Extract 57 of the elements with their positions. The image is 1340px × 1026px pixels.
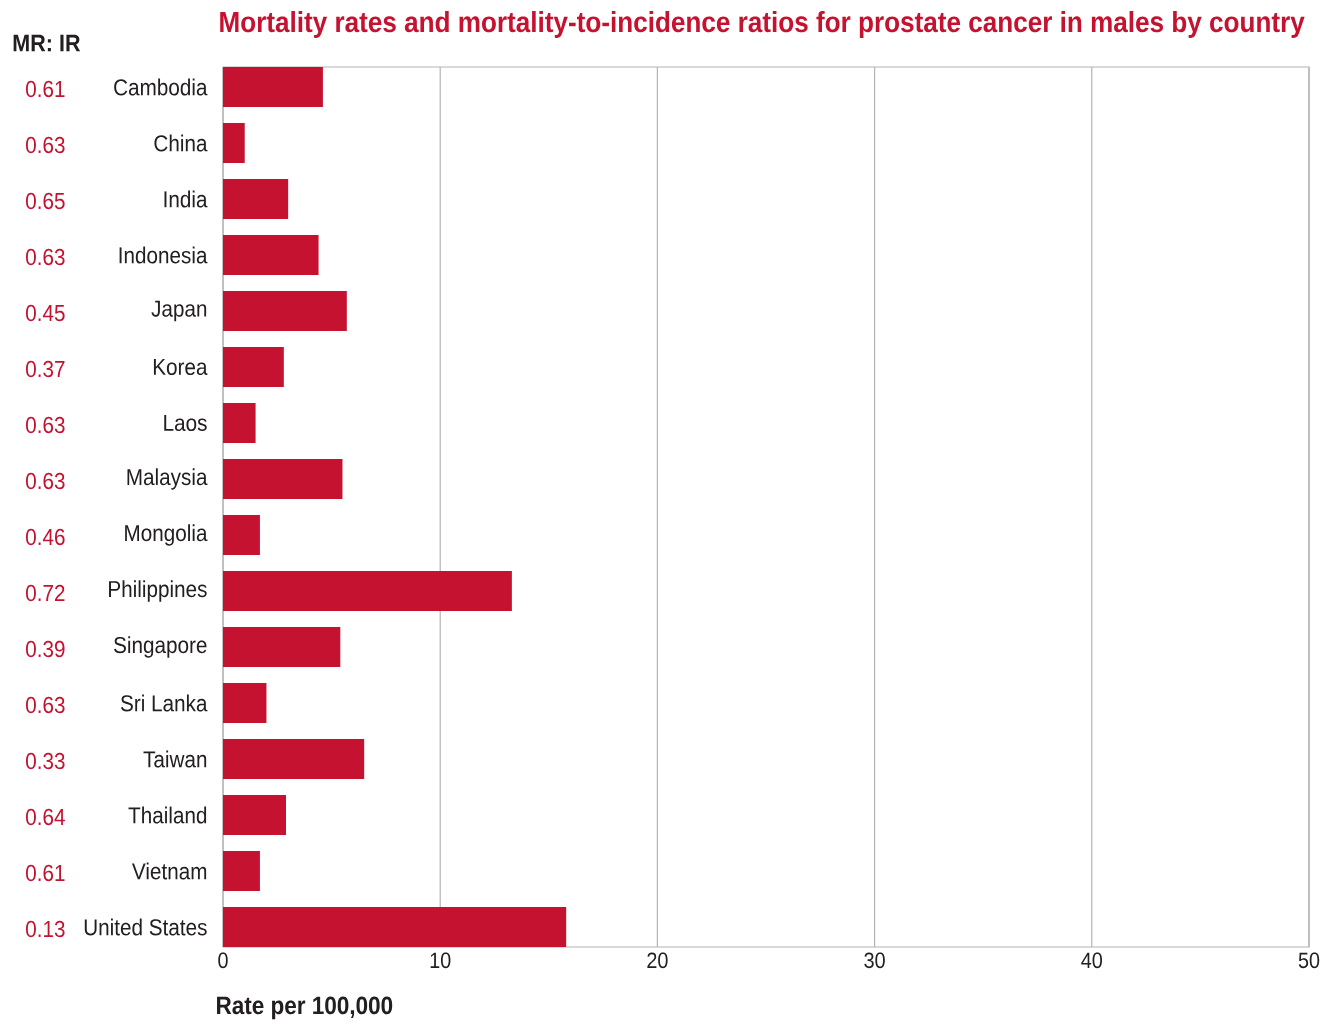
text: 0.13 bbox=[26, 920, 65, 938]
text: 0.33 bbox=[26, 752, 65, 770]
text: 0.63 bbox=[26, 136, 65, 154]
bar bbox=[223, 123, 245, 163]
x-tick-label: 10 bbox=[430, 952, 451, 969]
y-tick-label: Thailand bbox=[128, 806, 207, 824]
text: 0.63 bbox=[26, 416, 65, 434]
y-tick-label: Laos bbox=[164, 414, 207, 432]
y-tick-label: China bbox=[154, 134, 208, 152]
text: 0.37 bbox=[26, 360, 65, 378]
chart-title: Mortality rates and mortality-to-incidence ratios for prostate cancer in males by country bbox=[220, 10, 1305, 39]
x-tick-label: 30 bbox=[864, 952, 885, 969]
bar bbox=[223, 571, 512, 612]
text: 0.61 bbox=[26, 864, 65, 882]
bar bbox=[223, 403, 256, 444]
text: MR: IR bbox=[13, 34, 81, 52]
y-tick-label: Mongolia bbox=[125, 524, 208, 546]
bar bbox=[223, 67, 323, 107]
bar bbox=[223, 347, 284, 388]
y-tick-label: Philippines bbox=[109, 580, 207, 602]
text: 0.64 bbox=[26, 808, 65, 826]
bar bbox=[223, 515, 260, 556]
bar bbox=[223, 179, 289, 220]
x-tick-label: 20 bbox=[647, 952, 668, 969]
text: 0.63 bbox=[26, 472, 65, 490]
y-tick-label: Cambodia bbox=[114, 78, 208, 96]
bar bbox=[223, 627, 341, 668]
bar bbox=[223, 235, 319, 275]
text: 0.61 bbox=[26, 80, 65, 98]
text: 0.39 bbox=[26, 640, 65, 658]
bar bbox=[223, 795, 286, 836]
text: 0.63 bbox=[26, 696, 65, 714]
y-tick-label: Vietnam bbox=[132, 862, 207, 880]
text: 0.46 bbox=[26, 528, 65, 546]
y-tick-label: Taiwan bbox=[143, 750, 207, 768]
y-tick-label: Singapore bbox=[114, 636, 207, 658]
bar bbox=[223, 907, 567, 948]
bar bbox=[223, 291, 347, 332]
bar bbox=[223, 459, 343, 500]
x-tick-label: 40 bbox=[1081, 952, 1103, 969]
text: 0.45 bbox=[26, 304, 65, 322]
y-tick-label: Indonesia bbox=[119, 246, 208, 264]
y-tick-label: Malaysia bbox=[127, 468, 208, 490]
text: 0.63 bbox=[26, 248, 65, 266]
y-tick-label: United States bbox=[84, 918, 207, 936]
y-tick-label: Sri Lanka bbox=[120, 694, 208, 712]
text: 0.65 bbox=[26, 192, 65, 210]
y-tick-label: Japan bbox=[151, 300, 207, 322]
bar bbox=[223, 739, 365, 780]
x-axis-title: Rate per 100,000 bbox=[217, 996, 393, 1020]
y-tick-label: India bbox=[164, 190, 208, 208]
y-tick-label: Korea bbox=[153, 358, 208, 376]
x-tick-label: 0 bbox=[218, 952, 228, 969]
bar bbox=[223, 851, 260, 892]
text: 0.72 bbox=[26, 584, 65, 602]
x-tick-label: 50 bbox=[1298, 952, 1320, 969]
bar bbox=[223, 683, 267, 724]
